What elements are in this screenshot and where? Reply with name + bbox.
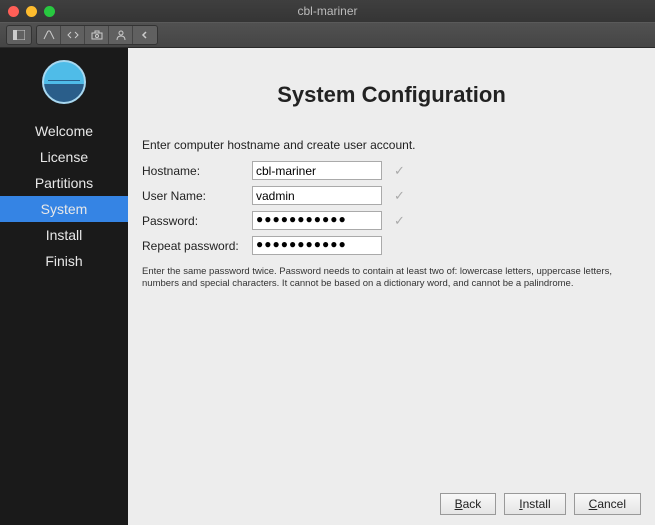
- page-title: System Configuration: [142, 82, 641, 108]
- btn-label: Cancel: [589, 497, 626, 511]
- sidebar-item-label: License: [40, 149, 88, 165]
- back-button[interactable]: Back: [440, 493, 497, 515]
- repeat-password-label: Repeat password:: [142, 239, 252, 253]
- check-icon: ✓: [394, 163, 405, 179]
- footer-buttons: Back Install Cancel: [440, 493, 641, 515]
- sidebar-item-label: Welcome: [35, 123, 93, 139]
- screenshot-icon[interactable]: [85, 26, 109, 44]
- sidebar-item-label: System: [41, 201, 88, 217]
- content-area: Welcome License Partitions System Instal…: [0, 48, 655, 525]
- nav: Welcome License Partitions System Instal…: [0, 118, 128, 274]
- repeat-password-input[interactable]: ●●●●●●●●●●●: [252, 236, 382, 255]
- repeat-password-row: Repeat password: ●●●●●●●●●●●: [142, 235, 641, 256]
- sidebar-item-license[interactable]: License: [0, 144, 128, 170]
- user-icon[interactable]: [109, 26, 133, 44]
- btn-label: Back: [455, 497, 482, 511]
- username-input[interactable]: [252, 186, 382, 205]
- password-row: Password: ●●●●●●●●●●● ✓: [142, 210, 641, 231]
- sidebar-item-label: Finish: [45, 253, 82, 269]
- sidebar-item-system[interactable]: System: [0, 196, 128, 222]
- maximize-icon[interactable]: [44, 6, 55, 17]
- password-hint: Enter the same password twice. Password …: [142, 266, 641, 291]
- sidebar-item-install[interactable]: Install: [0, 222, 128, 248]
- distro-logo: [42, 60, 86, 104]
- window-title: cbl-mariner: [297, 4, 357, 18]
- password-input[interactable]: ●●●●●●●●●●●: [252, 211, 382, 230]
- toolbar-group-1: [6, 25, 32, 45]
- toolbar-group-2: [36, 25, 158, 45]
- code-icon[interactable]: [61, 26, 85, 44]
- cancel-button[interactable]: Cancel: [574, 493, 641, 515]
- sidebar-item-label: Install: [46, 227, 83, 243]
- hostname-input[interactable]: [252, 161, 382, 180]
- minimize-icon[interactable]: [26, 6, 37, 17]
- username-row: User Name: ✓: [142, 185, 641, 206]
- sidebar-item-partitions[interactable]: Partitions: [0, 170, 128, 196]
- check-icon: ✓: [394, 188, 405, 204]
- password-label: Password:: [142, 214, 252, 228]
- btn-label: Install: [519, 497, 550, 511]
- hostname-label: Hostname:: [142, 164, 252, 178]
- sidebar-item-finish[interactable]: Finish: [0, 248, 128, 274]
- sidebar-item-welcome[interactable]: Welcome: [0, 118, 128, 144]
- install-button[interactable]: Install: [504, 493, 565, 515]
- main-panel: System Configuration Enter computer host…: [128, 48, 655, 525]
- inspect-icon[interactable]: [37, 26, 61, 44]
- toolbar: [0, 22, 655, 48]
- instruction-text: Enter computer hostname and create user …: [142, 138, 641, 152]
- sidebar-toggle-icon[interactable]: [7, 26, 31, 44]
- close-icon[interactable]: [8, 6, 19, 17]
- check-icon: ✓: [394, 213, 405, 229]
- chevron-left-icon[interactable]: [133, 26, 157, 44]
- sidebar: Welcome License Partitions System Instal…: [0, 48, 128, 525]
- username-label: User Name:: [142, 189, 252, 203]
- titlebar: cbl-mariner: [0, 0, 655, 22]
- window-controls: [8, 6, 55, 17]
- sidebar-item-label: Partitions: [35, 175, 93, 191]
- hostname-row: Hostname: ✓: [142, 160, 641, 181]
